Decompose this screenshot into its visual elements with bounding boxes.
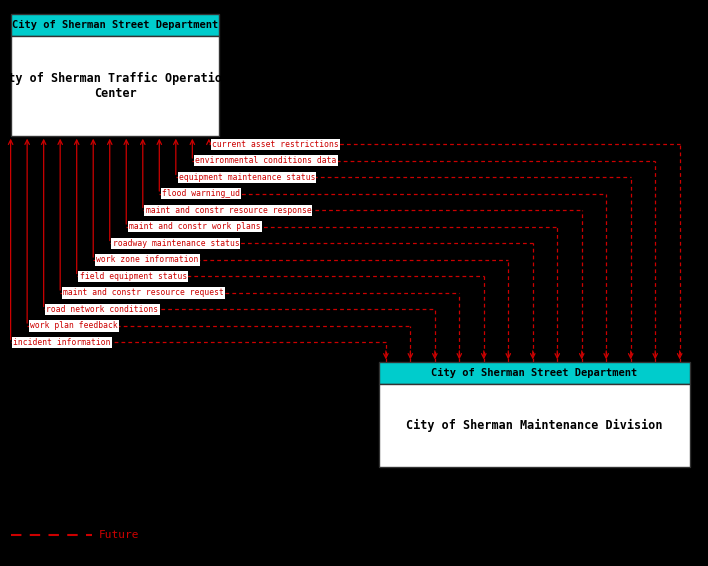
Text: maint and constr resource response: maint and constr resource response <box>146 206 312 215</box>
Text: City of Sherman Maintenance Division: City of Sherman Maintenance Division <box>406 419 663 432</box>
Text: work plan feedback: work plan feedback <box>30 321 118 331</box>
Text: field equipment status: field equipment status <box>79 272 187 281</box>
Text: equipment maintenance status: equipment maintenance status <box>178 173 315 182</box>
Bar <box>379 384 690 467</box>
Bar <box>11 14 219 36</box>
Text: Future: Future <box>99 530 139 540</box>
Text: work zone information: work zone information <box>96 255 198 264</box>
Text: road network conditions: road network conditions <box>47 305 159 314</box>
Text: incident information: incident information <box>13 338 111 347</box>
Text: maint and constr work plans: maint and constr work plans <box>129 222 261 231</box>
Text: City of Sherman Traffic Operations
Center: City of Sherman Traffic Operations Cente… <box>0 72 236 100</box>
Bar <box>379 362 690 384</box>
Text: maint and constr resource request: maint and constr resource request <box>63 289 224 297</box>
Text: flood warning_ud: flood warning_ud <box>162 190 240 198</box>
Text: environmental conditions data: environmental conditions data <box>195 156 336 165</box>
Text: City of Sherman Street Department: City of Sherman Street Department <box>12 20 218 30</box>
Text: City of Sherman Street Department: City of Sherman Street Department <box>431 368 638 378</box>
Text: current asset restrictions: current asset restrictions <box>212 140 338 149</box>
Bar <box>11 36 219 136</box>
Text: roadway maintenance status: roadway maintenance status <box>113 239 239 248</box>
